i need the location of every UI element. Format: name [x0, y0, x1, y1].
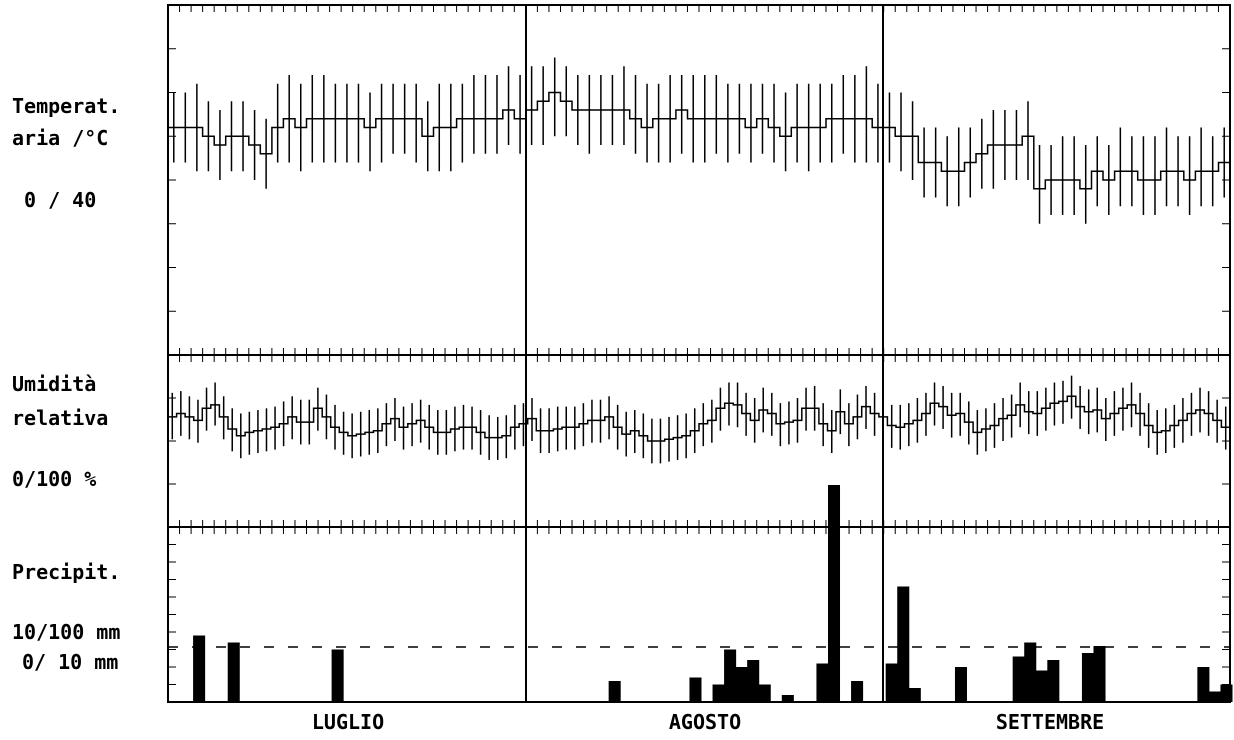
precipitation-bar [193, 635, 206, 702]
precipitation-bar [885, 663, 898, 702]
precipitation-bar [608, 681, 621, 702]
temperature-range-label: 0 / 40 [24, 188, 97, 212]
precipitation-bar [1081, 653, 1094, 702]
chart-ticks [168, 5, 1230, 685]
precipitation-bar [227, 642, 240, 702]
precipitation-bar [1197, 667, 1210, 702]
precipitation-bar [1012, 656, 1025, 702]
precipitation-label: Precipit. [12, 560, 121, 584]
month-label-agosto: AGOSTO [668, 710, 742, 734]
humidity-mean-line [168, 395, 1230, 442]
humidity-label-2: relativa [12, 406, 109, 430]
precipitation-bar [747, 660, 760, 702]
precipitation-bar [908, 688, 921, 702]
precipitation-bar [724, 649, 737, 702]
temperature-label-1: Temperat. [12, 94, 121, 118]
month-label-luglio: LUGLIO [311, 710, 385, 734]
precipitation-bar [1220, 684, 1233, 702]
precipitation-bar [1035, 670, 1048, 702]
precipitation-bars [193, 485, 1233, 702]
temperature-series [168, 57, 1230, 224]
precipitation-bar [816, 663, 829, 702]
precipitation-bar [712, 684, 725, 702]
month-label-settembre: SETTEMBRE [995, 710, 1105, 734]
precipitation-bar [954, 667, 967, 702]
precipitation-bar [1208, 691, 1221, 702]
precipitation-bar [827, 485, 841, 702]
temperature-label-2: aria /°C [12, 126, 109, 150]
humidity-range-label: 0/100 % [12, 467, 97, 491]
precipitation-bar [1047, 660, 1060, 702]
precipitation-bar [897, 586, 910, 702]
precipitation-bar [781, 695, 794, 702]
precipitation-bar [331, 649, 344, 702]
precipitation-bar [735, 667, 748, 702]
humidity-series [168, 375, 1230, 464]
humidity-label-1: Umidità [12, 372, 97, 396]
precipitation-scale-lower: 0/ 10 mm [22, 650, 119, 674]
precipitation-bar [1093, 646, 1106, 702]
precipitation-bar [851, 681, 864, 702]
precipitation-bar [689, 677, 702, 702]
temperature-mean-line [168, 91, 1230, 190]
precipitation-bar [1024, 642, 1037, 702]
precipitation-bar [758, 684, 771, 702]
precipitation-scale-upper: 10/100 mm [12, 620, 121, 644]
